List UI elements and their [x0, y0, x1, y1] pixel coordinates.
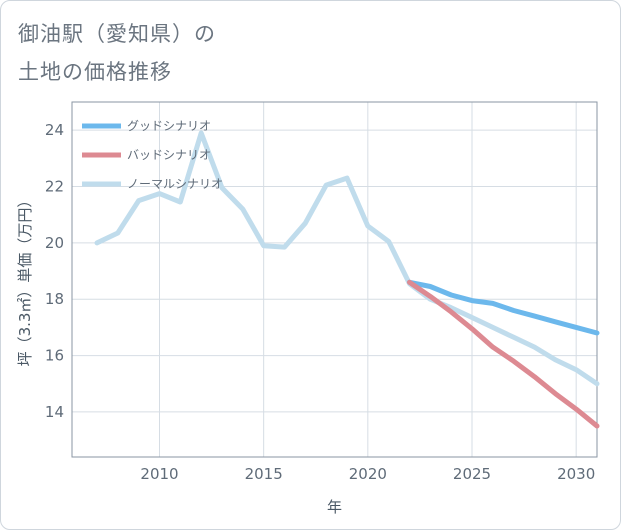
series-line-1	[407, 279, 600, 429]
y-tick-label: 18	[45, 290, 64, 308]
x-tick-label: 2030	[557, 465, 595, 483]
y-tick-label: 14	[45, 403, 64, 421]
y-axis-label: 坪（3.3㎡）単価（万円）	[16, 193, 34, 367]
y-tick-label: 24	[45, 121, 64, 139]
x-tick-label: 2015	[245, 465, 283, 483]
legend-label: グッドシナリオ	[127, 119, 211, 133]
y-tick-label: 20	[45, 234, 64, 252]
series-line-2	[94, 130, 600, 387]
chart-title-line2: 土地の価格推移	[18, 60, 172, 84]
series-line-0	[407, 279, 600, 336]
series-lines	[94, 130, 600, 429]
legend-label: バッドシナリオ	[127, 148, 211, 162]
y-tick-label: 22	[45, 178, 64, 196]
grid	[72, 102, 597, 457]
legend-label: ノーマルシナリオ	[127, 177, 223, 191]
x-axis-label: 年	[327, 498, 342, 516]
y-axis-ticks: 14 16 18 20 22 24	[45, 121, 64, 421]
x-tick-label: 2025	[453, 465, 491, 483]
x-tick-label: 2020	[349, 465, 387, 483]
chart-title-line1: 御油駅（愛知県）の	[18, 22, 216, 46]
x-axis-ticks: 2010 2015 2020 2025 2030	[140, 465, 595, 483]
y-tick-label: 16	[45, 347, 64, 365]
x-tick-label: 2010	[140, 465, 178, 483]
plot-frame	[71, 101, 598, 458]
